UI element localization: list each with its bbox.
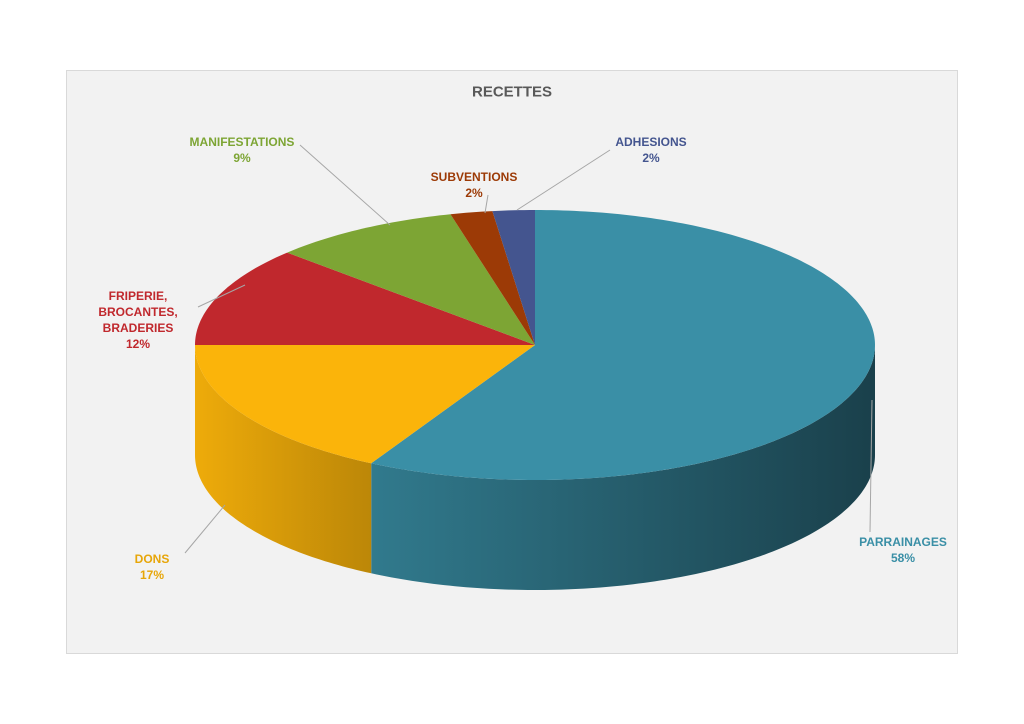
pie-slice [287, 214, 535, 345]
leader-line [869, 399, 873, 533]
data-label: SUBVENTIONS 2% [431, 169, 518, 201]
category-label: PARRAINAGES [859, 535, 947, 549]
value-label: 2% [642, 151, 660, 165]
pie-slice [195, 252, 535, 345]
pie-side [371, 345, 875, 590]
leader-line [197, 284, 246, 308]
data-label: FRIPERIE, BROCANTES, BRADERIES 12% [68, 288, 208, 352]
category-label: MANIFESTATIONS [189, 135, 295, 149]
chart-title: RECETTES [471, 83, 553, 101]
pie-slice [492, 210, 535, 345]
data-label: DONS 17% [135, 551, 170, 583]
leader-line [184, 504, 226, 554]
category-label: FRIPERIE, BROCANTES, BRADERIES [98, 289, 178, 335]
category-label: SUBVENTIONS [430, 170, 518, 184]
data-label: ADHESIONS 2% [615, 134, 686, 166]
value-label: 12% [125, 337, 151, 351]
pie-slice [371, 210, 875, 480]
pie-side [195, 345, 372, 574]
value-label: 17% [139, 568, 165, 582]
data-label: MANIFESTATIONS 9% [190, 134, 295, 166]
pie-slice [195, 345, 535, 464]
value-label: 2% [465, 186, 483, 200]
data-label: PARRAINAGES 58% [859, 534, 947, 566]
leader-line [516, 149, 611, 211]
value-label: 58% [890, 551, 916, 565]
category-label: DONS [134, 552, 170, 566]
value-label: 9% [233, 151, 251, 165]
leader-line [484, 194, 489, 214]
leader-line [299, 144, 391, 226]
pie-slice [450, 211, 535, 345]
category-label: ADHESIONS [615, 135, 687, 149]
